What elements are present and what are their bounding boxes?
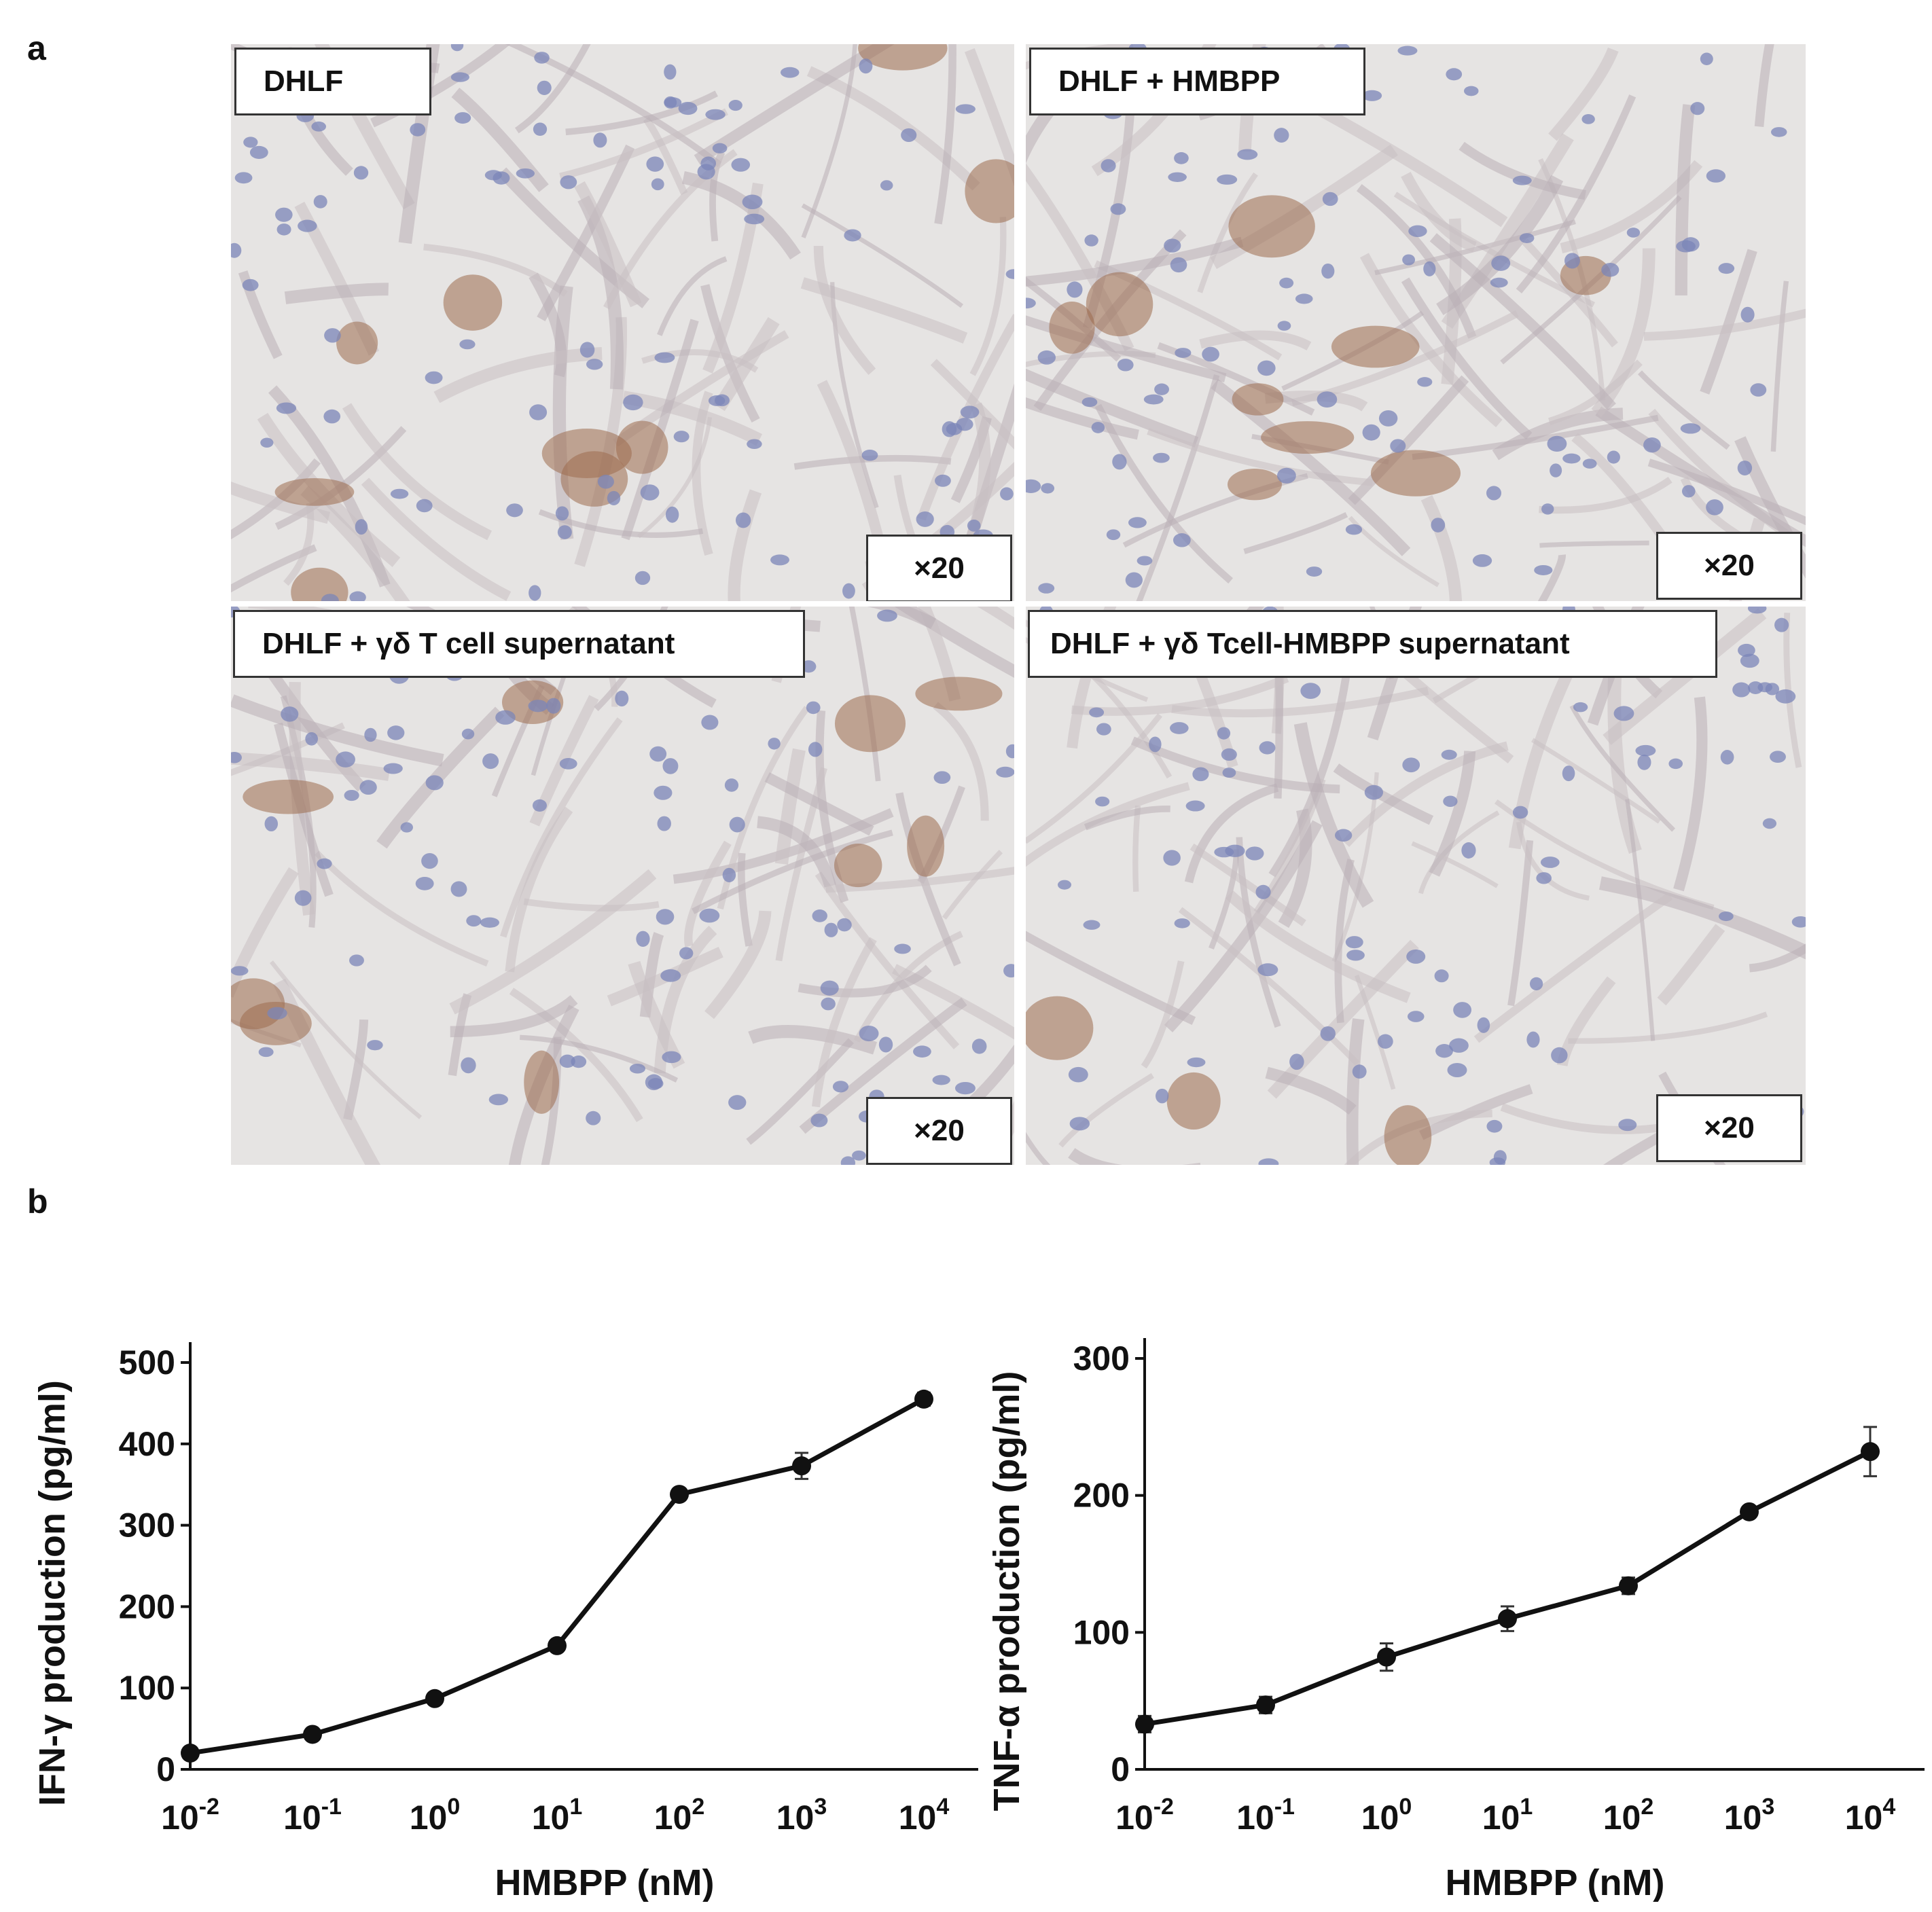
panel-label-b: b: [27, 1183, 48, 1221]
data-point: [1256, 1695, 1275, 1715]
x-tick-label: 102: [654, 1794, 705, 1837]
y-tick-label: 200: [119, 1587, 175, 1625]
micrograph-title: DHLF + γδ T cell supernatant: [233, 610, 805, 678]
data-point: [1861, 1442, 1880, 1462]
series-line: [190, 1396, 925, 1756]
data-point: [1498, 1609, 1517, 1629]
x-axis-title: HMBPP (nM): [1446, 1862, 1665, 1902]
micrograph-title: DHLF + HMBPP: [1029, 48, 1365, 115]
x-tick-label: 101: [1482, 1794, 1533, 1837]
x-tick-label: 10-1: [1236, 1794, 1295, 1837]
micrograph-image: [231, 607, 1014, 1165]
data-point: [914, 1389, 933, 1409]
data-point: [303, 1725, 322, 1744]
y-tick-label: 0: [156, 1750, 175, 1788]
y-tick-label: 200: [1073, 1477, 1130, 1515]
x-tick-label: 102: [1603, 1794, 1654, 1837]
micrograph-image: [1026, 44, 1806, 601]
y-tick-label: 400: [119, 1425, 175, 1463]
magnification-label: ×20: [1656, 532, 1802, 600]
data-point: [792, 1456, 811, 1476]
x-tick-label: 100: [410, 1794, 461, 1837]
y-tick-label: 300: [1073, 1339, 1130, 1377]
x-tick-label: 10-1: [283, 1794, 342, 1837]
micrograph-image: [231, 44, 1014, 601]
y-tick-label: 500: [119, 1343, 175, 1382]
y-tick-label: 100: [1073, 1613, 1130, 1651]
data-point: [670, 1485, 689, 1504]
magnification-label: ×20: [866, 535, 1012, 601]
ifn-gamma-chart: 0 100 200 300 400 500 10-2 10-1 100 101 102 103 104 H…: [32, 1342, 978, 1902]
y-axis-title: IFN-γ production (pg/ml): [32, 1380, 73, 1806]
tnf-alpha-chart: 0 100 200 300 10-2 10-1 100 101 102 103 104 HMBPP (…: [992, 1338, 1925, 1902]
micrograph-dhlf: DHLF ×20: [231, 44, 1014, 601]
panel-label-a: a: [27, 29, 46, 67]
y-axis-title: TNF-α production (pg/ml): [992, 1371, 1027, 1811]
y-tick-label: 0: [1111, 1750, 1130, 1788]
magnification-label: ×20: [866, 1097, 1012, 1165]
x-tick-label: 104: [1845, 1794, 1896, 1837]
y-tick-label: 100: [119, 1669, 175, 1707]
x-tick-label: 104: [899, 1794, 950, 1837]
x-axis-title: HMBPP (nM): [495, 1862, 715, 1902]
x-tick-label: 100: [1361, 1794, 1412, 1837]
data-point: [1377, 1647, 1396, 1667]
x-tick-label: 10-2: [1115, 1794, 1174, 1837]
micrograph-dhlf-hmbpp: DHLF + HMBPP ×20: [1026, 44, 1806, 601]
data-point: [1135, 1714, 1154, 1734]
micrograph-title: DHLF + γδ Tcell-HMBPP supernatant: [1028, 610, 1717, 678]
data-point: [548, 1636, 567, 1655]
series-line: [1144, 1449, 1872, 1727]
micrograph-dhlf-gdt-supernatant: DHLF + γδ T cell supernatant ×20: [231, 607, 1014, 1165]
magnification-label: ×20: [1656, 1094, 1802, 1162]
x-tick-label: 103: [776, 1794, 827, 1837]
x-tick-label: 101: [532, 1794, 583, 1837]
y-tick-label: 300: [119, 1507, 175, 1545]
x-tick-label: 10-2: [161, 1794, 219, 1837]
micrograph-image: [1026, 607, 1806, 1165]
data-point: [181, 1744, 200, 1763]
data-point: [425, 1689, 444, 1708]
x-tick-label: 103: [1724, 1794, 1775, 1837]
data-point: [1619, 1576, 1638, 1595]
micrograph-dhlf-gdt-hmbpp-supernatant: DHLF + γδ Tcell-HMBPP supernatant ×20: [1026, 607, 1806, 1165]
micrograph-title: DHLF: [234, 48, 431, 115]
data-point: [1740, 1502, 1759, 1521]
